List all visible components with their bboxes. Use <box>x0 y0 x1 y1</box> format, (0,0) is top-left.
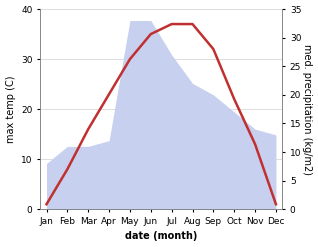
Y-axis label: max temp (C): max temp (C) <box>5 75 16 143</box>
X-axis label: date (month): date (month) <box>125 231 197 242</box>
Y-axis label: med. precipitation (kg/m2): med. precipitation (kg/m2) <box>302 44 313 175</box>
